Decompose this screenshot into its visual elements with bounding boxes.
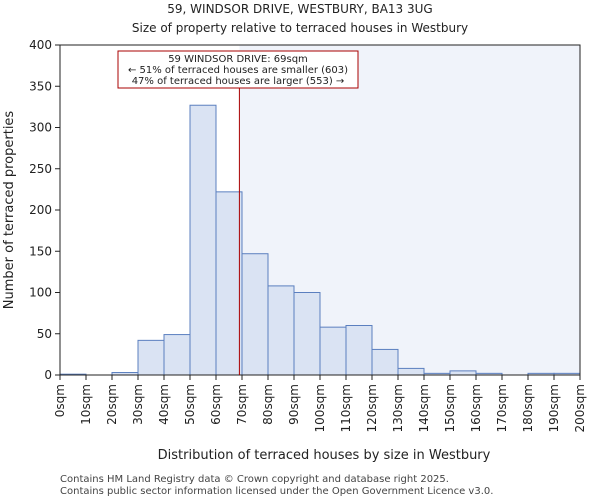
footer-line-2: Contains public sector information licen… [60, 486, 493, 497]
y-tick-label: 150 [29, 244, 52, 258]
x-axis-ticks: 0sqm 10sqm 20sqm 30sqm 40sqm 50sqm 60sqm 70sqm 8… [53, 375, 587, 432]
histogram-bar [319, 326, 347, 376]
y-tick-label: 200 [29, 203, 52, 217]
y-tick-label: 300 [29, 121, 52, 135]
histogram-bar [189, 104, 217, 376]
x-tick-label: 130sqm [391, 384, 405, 432]
histogram-bar [163, 334, 191, 376]
x-tick-label: 180sqm [521, 384, 535, 432]
y-tick-label: 250 [29, 162, 52, 176]
x-tick-label: 30sqm [131, 384, 145, 425]
y-axis-label: Number of terraced properties [2, 111, 17, 310]
x-tick-label: 80sqm [261, 384, 275, 425]
x-tick-label: 40sqm [157, 384, 171, 425]
y-axis-ticks: 0 50 100 150 200 250 300 350 400 [29, 38, 60, 382]
x-tick-label: 110sqm [339, 384, 353, 432]
y-tick-label: 0 [44, 368, 52, 382]
x-tick-label: 90sqm [287, 384, 301, 425]
histogram-bar [449, 370, 477, 376]
bars-group [59, 104, 581, 376]
x-tick-label: 60sqm [209, 384, 223, 425]
x-tick-label: 50sqm [183, 384, 197, 425]
histogram-bar [397, 367, 425, 376]
annotation-line-2: ← 51% of terraced houses are smaller (60… [128, 65, 348, 76]
x-tick-label: 120sqm [365, 384, 379, 432]
x-tick-label: 200sqm [573, 384, 587, 432]
chart-subtitle: Size of property relative to terraced ho… [132, 21, 468, 35]
y-tick-label: 50 [37, 327, 52, 341]
x-tick-label: 10sqm [79, 384, 93, 425]
y-tick-label: 100 [29, 286, 52, 300]
histogram-bar [293, 292, 321, 376]
histogram-bar [137, 339, 165, 376]
y-tick-label: 400 [29, 38, 52, 52]
footer-line-1: Contains HM Land Registry data © Crown c… [60, 474, 449, 485]
x-tick-label: 20sqm [105, 384, 119, 425]
histogram-bar [267, 285, 295, 376]
x-tick-label: 140sqm [417, 384, 431, 432]
annotation-box: 59 WINDSOR DRIVE: 69sqm ← 51% of terrace… [117, 50, 359, 89]
x-tick-label: 150sqm [443, 384, 457, 432]
annotation-line-1: 59 WINDSOR DRIVE: 69sqm [168, 54, 308, 65]
x-tick-label: 0sqm [53, 384, 67, 417]
x-tick-label: 160sqm [469, 384, 483, 432]
annotation-line-3: 47% of terraced houses are larger (553) … [132, 76, 345, 87]
x-tick-label: 170sqm [495, 384, 509, 432]
x-tick-label: 70sqm [235, 384, 249, 425]
histogram-bar [215, 191, 243, 376]
y-tick-label: 350 [29, 79, 52, 93]
histogram-bar [345, 325, 373, 376]
x-tick-label: 190sqm [547, 384, 561, 432]
x-axis-label: Distribution of terraced houses by size … [158, 448, 491, 463]
histogram-bar [241, 253, 269, 376]
chart-title: 59, WINDSOR DRIVE, WESTBURY, BA13 3UG [167, 2, 432, 16]
annotation-border [117, 50, 359, 89]
histogram-bar [371, 348, 399, 376]
x-tick-label: 100sqm [313, 384, 327, 432]
